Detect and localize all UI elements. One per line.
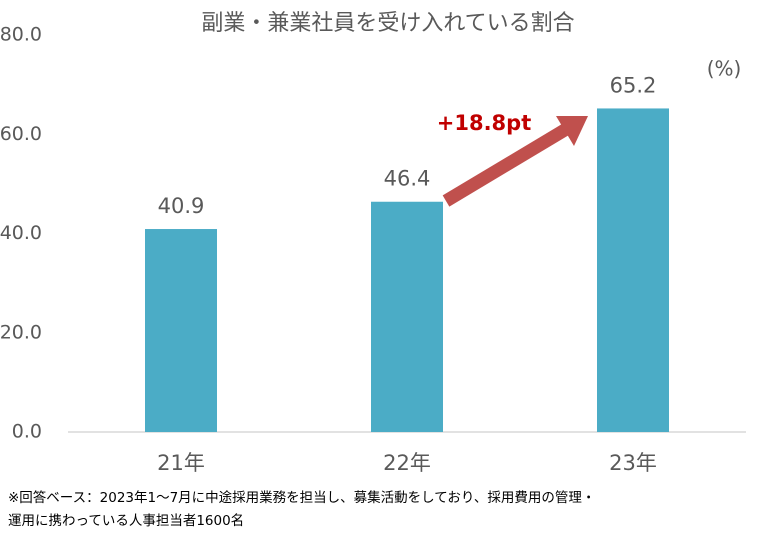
data-label: 46.4 bbox=[384, 167, 431, 191]
bar bbox=[371, 201, 443, 432]
y-tick-label: 60.0 bbox=[0, 123, 42, 145]
x-tick-label: 22年 bbox=[383, 451, 431, 475]
arrow-head bbox=[556, 116, 588, 146]
y-tick-label: 80.0 bbox=[0, 24, 42, 46]
data-label: 40.9 bbox=[158, 194, 205, 218]
bar bbox=[145, 229, 217, 432]
unit-label: (%) bbox=[707, 57, 742, 81]
annotation: +18.8pt bbox=[437, 111, 531, 135]
x-tick-label: 23年 bbox=[609, 451, 657, 475]
x-tick-label: 21年 bbox=[157, 451, 205, 475]
footnote: 運用に携わっている人事担当者1600名 bbox=[8, 513, 244, 529]
data-label: 65.2 bbox=[610, 73, 657, 97]
trend-arrow bbox=[442, 116, 588, 207]
chart-title: 副業・兼業社員を受け入れている割合 bbox=[201, 11, 574, 36]
bar bbox=[597, 108, 669, 432]
y-tick-label: 40.0 bbox=[0, 222, 42, 244]
arrow-shaft bbox=[442, 122, 572, 207]
y-tick-label: 20.0 bbox=[0, 321, 42, 343]
y-tick-label: 0.0 bbox=[12, 421, 42, 443]
footnote: ※回答ベース：2023年1～7月に中途採用業務を担当し、募集活動をしており、採用… bbox=[8, 489, 595, 506]
